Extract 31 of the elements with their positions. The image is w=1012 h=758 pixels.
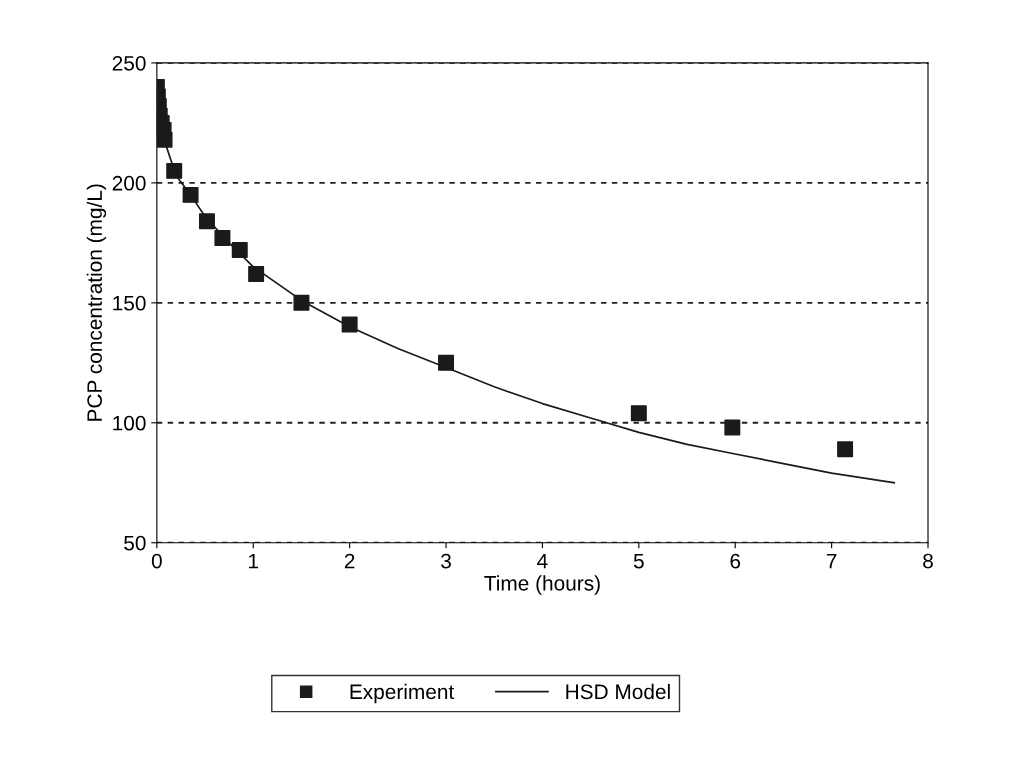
point (231, 242, 248, 259)
y-axis-title: PCP concentration (mg/L) (86, 184, 107, 421)
point (293, 294, 310, 311)
point (166, 162, 183, 179)
point (199, 213, 215, 230)
y-tick-label: 200 (112, 175, 146, 191)
point (837, 441, 854, 458)
point (156, 131, 173, 148)
point (182, 186, 199, 203)
y-tick-label: 100 (113, 415, 146, 431)
x-tick-label: 8 (923, 553, 933, 569)
x-tick-label: 7 (826, 553, 837, 569)
legend-label: Experiment (350, 683, 455, 704)
x-tick-label: 4 (537, 553, 548, 569)
x-tick-label: 6 (730, 553, 741, 569)
x-tick-label: 2 (344, 553, 355, 569)
legend-label: HSD Model (566, 683, 670, 700)
point (214, 230, 231, 247)
x-tick-label: 0 (151, 553, 162, 569)
x-tick-label: 5 (633, 553, 644, 569)
y-tick-label: 250 (112, 55, 146, 71)
point (630, 405, 647, 422)
point (341, 316, 358, 333)
y-tick-label: 150 (113, 295, 146, 311)
x-tick-label: 1 (249, 553, 259, 569)
x-tick-label: 3 (441, 553, 451, 569)
y-tick-label: 50 (124, 535, 146, 551)
point (438, 354, 455, 371)
point (724, 419, 741, 436)
x-axis-title: Time (hours) (484, 575, 600, 595)
point (248, 266, 265, 283)
